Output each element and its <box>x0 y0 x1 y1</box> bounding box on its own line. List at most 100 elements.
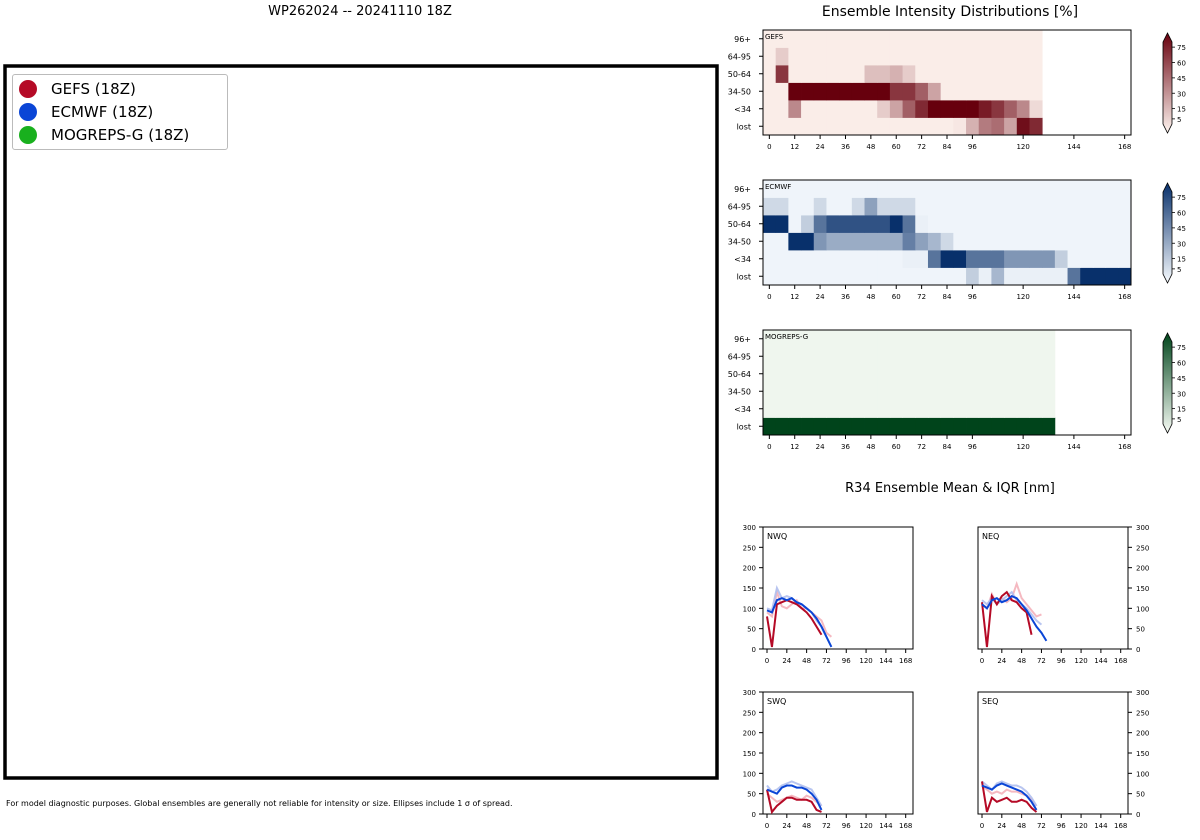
ecmwf-heatmap-cell-96+-138 <box>1054 180 1068 198</box>
ecmwf-heatmap-cell-<34-108 <box>991 250 1005 268</box>
ecmwf-heatmap-cell-96+-108 <box>991 180 1005 198</box>
r34-swq-ytick-label-2: 100 <box>743 770 756 778</box>
mogreps-heatmap-cell-96+-0 <box>763 330 777 348</box>
ecmwf-heatmap-cell-lost-72 <box>915 267 929 286</box>
r34-nwq-ytick-label-2: 100 <box>743 605 756 613</box>
legend-entry-ecmwf: ECMWF (18Z) <box>19 101 153 123</box>
mogreps-heatmap-cb-label-5: 75 <box>1177 344 1186 352</box>
mogreps-heatmap-cell-<34-36 <box>839 400 853 418</box>
ecmwf-heatmap-cell-<34-72 <box>915 250 929 268</box>
ecmwf-heatmap-cell-50-64-138 <box>1054 215 1068 233</box>
mogreps-heatmap-xtick-label-7: 84 <box>943 443 952 451</box>
legend-gefs-dot <box>19 80 37 98</box>
gefs-heatmap-cell-96+-48 <box>864 30 878 48</box>
gefs-heatmap-cell-64-95-120 <box>1016 47 1030 66</box>
r34-swq-series-1 <box>766 780 823 807</box>
gefs-heatmap-cell-<34-18 <box>801 100 815 118</box>
ecmwf-heatmap-cb-label-4: 60 <box>1177 210 1186 218</box>
mogreps-heatmap-cell-34-50-54 <box>877 382 891 401</box>
gefs-heatmap-xtick-label-8: 96 <box>968 143 977 151</box>
mogreps-heatmap-cell-lost-48 <box>864 417 878 436</box>
r34-neq-xtick-label-3: 72 <box>1037 657 1046 665</box>
mogreps-heatmap-cell-lost-60 <box>889 417 903 436</box>
gefs-heatmap-cell-lost-114 <box>1004 117 1018 136</box>
mogreps-heatmap-cell-64-95-54 <box>877 347 891 366</box>
r34-neq-ytick-label-5: 250 <box>1136 544 1149 552</box>
ecmwf-heatmap-cell-lost-156 <box>1092 267 1107 286</box>
mogreps-heatmap-row-label-1: <34 <box>734 405 751 414</box>
ecmwf-heatmap-xtick-label-8: 96 <box>968 293 977 301</box>
mogreps-heatmap-cell-96+-66 <box>902 330 916 348</box>
mogreps-heatmap-cell-lost-90 <box>953 417 967 436</box>
mogreps-heatmap-cell-<34-120 <box>1016 400 1030 418</box>
mogreps-heatmap-cell-<34-30 <box>826 400 840 418</box>
ecmwf-heatmap-cell-64-95-150 <box>1080 197 1094 216</box>
gefs-heatmap-cell-96+-12 <box>788 30 802 48</box>
ecmwf-heatmap-cell-64-95-36 <box>839 197 853 216</box>
gefs-heatmap-xtick-label-10: 144 <box>1067 143 1081 151</box>
ecmwf-heatmap-cell-96+-6 <box>775 180 789 198</box>
mogreps-heatmap-xtick-label-2: 24 <box>816 443 825 451</box>
gefs-heatmap-cell-96+-120 <box>1016 30 1030 48</box>
gefs-heatmap-cell-<34-114 <box>1004 100 1018 118</box>
ecmwf-heatmap-cell-<34-96 <box>966 250 980 268</box>
mogreps-heatmap-cell-50-64-108 <box>991 365 1005 383</box>
ecmwf-heatmap-cell-34-50-18 <box>801 232 815 251</box>
mogreps-heatmap-cell-50-64-126 <box>1029 365 1043 383</box>
mogreps-heatmap-cell-lost-66 <box>902 417 916 436</box>
ecmwf-heatmap-cell-50-64-30 <box>826 215 840 233</box>
gefs-heatmap-cell-50-64-48 <box>864 65 878 83</box>
gefs-heatmap-cell-96+-126 <box>1029 30 1043 48</box>
mogreps-heatmap-cell-64-95-60 <box>889 347 903 366</box>
mogreps-heatmap-cell-lost-72 <box>915 417 929 436</box>
gefs-heatmap-cell-34-50-102 <box>978 82 992 101</box>
ecmwf-heatmap-cell-64-95-24 <box>813 197 827 216</box>
gefs-heatmap-cell-96+-42 <box>851 30 865 48</box>
gefs-heatmap-cell-<34-126 <box>1029 100 1043 118</box>
ecmwf-heatmap-cell-lost-18 <box>801 267 815 286</box>
ecmwf-heatmap-cell-96+-168 <box>1118 180 1132 198</box>
mogreps-heatmap-cell-50-64-102 <box>978 365 992 383</box>
mogreps-heatmap-cell-64-95-90 <box>953 347 967 366</box>
mogreps-heatmap-cell-96+-42 <box>851 330 865 348</box>
mogreps-heatmap-cell-lost-126 <box>1029 417 1043 436</box>
mogreps-heatmap-cell-34-50-24 <box>813 382 827 401</box>
ecmwf-heatmap-row-label-4: 64-95 <box>728 202 751 211</box>
mogreps-heatmap-cell-96+-84 <box>940 330 954 348</box>
r34-seq-xtick-label-3: 72 <box>1037 822 1046 830</box>
gefs-heatmap-cell-<34-102 <box>978 100 992 118</box>
ecmwf-heatmap-cell-<34-30 <box>826 250 840 268</box>
ecmwf-heatmap-cell-50-64-108 <box>991 215 1005 233</box>
ecmwf-heatmap-cell-50-64-60 <box>889 215 903 233</box>
ecmwf-heatmap-cell-lost-0 <box>763 267 777 286</box>
ecmwf-heatmap-cell-64-95-108 <box>991 197 1005 216</box>
gefs-heatmap-cell-64-95-66 <box>902 47 916 66</box>
gefs-heatmap-cell-96+-30 <box>826 30 840 48</box>
gefs-heatmap-row-label-2: 34-50 <box>728 87 751 96</box>
mogreps-heatmap-cell-<34-54 <box>877 400 891 418</box>
mogreps-heatmap-cell-96+-12 <box>788 330 802 348</box>
gefs-heatmap-cell-96+-36 <box>839 30 853 48</box>
gefs-heatmap-xtick-label-4: 48 <box>866 143 875 151</box>
ecmwf-heatmap-cell-lost-114 <box>1004 267 1018 286</box>
ecmwf-heatmap-cell-50-64-144 <box>1067 215 1081 233</box>
gefs-heatmap-colorbar <box>1162 32 1173 134</box>
gefs-heatmap-cell-34-50-84 <box>940 82 954 101</box>
gefs-heatmap-cb-label-2: 30 <box>1177 90 1186 98</box>
gefs-heatmap-cell-50-64-78 <box>927 65 942 83</box>
ecmwf-heatmap-xtick-label-4: 48 <box>866 293 875 301</box>
gefs-heatmap-cell-96+-54 <box>877 30 891 48</box>
mogreps-heatmap-cell-50-64-72 <box>915 365 929 383</box>
ecmwf-heatmap-cell-lost-102 <box>978 267 992 286</box>
mogreps-heatmap-cell-lost-132 <box>1042 417 1056 436</box>
ecmwf-heatmap-cell-<34-78 <box>927 250 942 268</box>
ecmwf-heatmap-cell-64-95-120 <box>1016 197 1030 216</box>
ecmwf-heatmap-cell-64-95-54 <box>877 197 891 216</box>
ecmwf-heatmap-cell-50-64-54 <box>877 215 891 233</box>
mogreps-heatmap-cell-96+-72 <box>915 330 929 348</box>
mogreps-heatmap-cb-label-2: 30 <box>1177 390 1186 398</box>
ecmwf-heatmap-cell-34-50-138 <box>1054 232 1068 251</box>
gefs-heatmap-cell-34-50-120 <box>1016 82 1030 101</box>
gefs-heatmap-cell-<34-96 <box>966 100 980 118</box>
ecmwf-heatmap-cell-34-50-108 <box>991 232 1005 251</box>
